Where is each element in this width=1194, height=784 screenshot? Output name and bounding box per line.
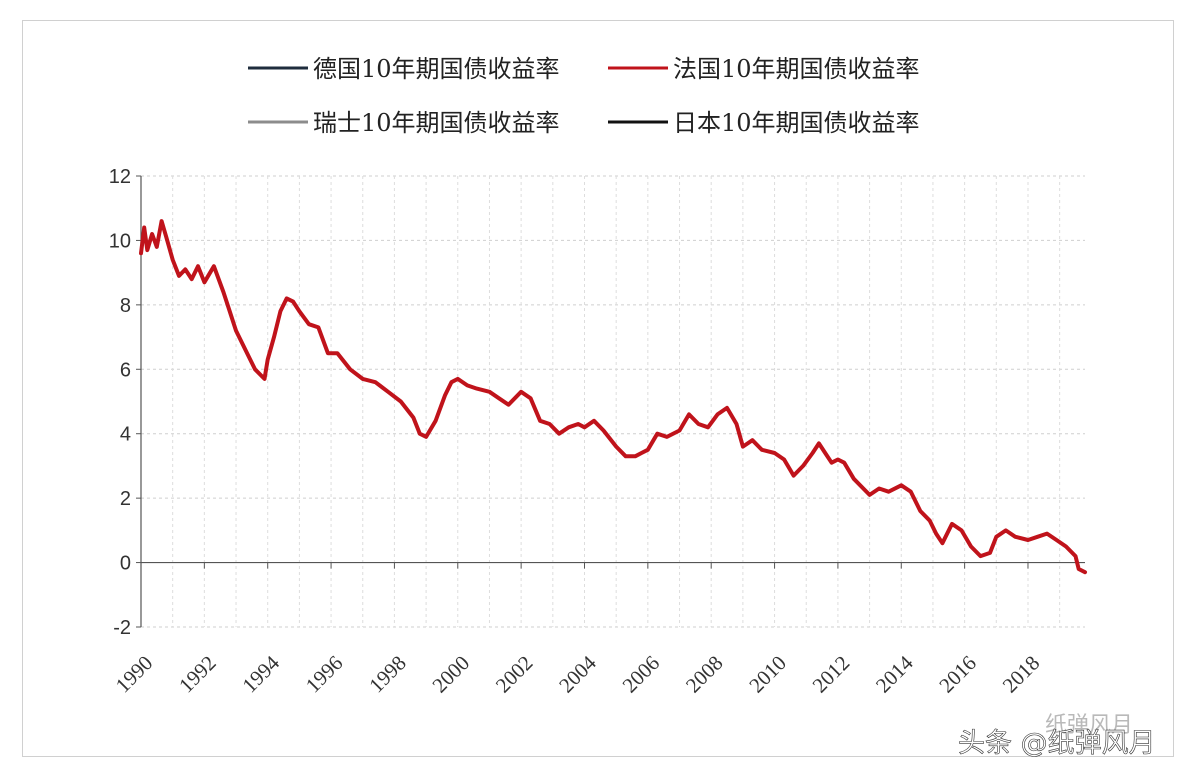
watermark-text: 头条 @纸弹风月 (958, 728, 1156, 759)
x-tick-label: 2016 (934, 651, 981, 698)
y-axis-ticks: 12 10 8 6 4 2 0 -2 (109, 166, 141, 639)
legend-label-japan: 日本10年期国债收益率 (673, 109, 920, 137)
x-tick-label: 2002 (491, 651, 538, 698)
x-tick-label: 2004 (554, 650, 601, 697)
x-tick-label: 2008 (681, 651, 728, 698)
x-tick-label: 2018 (998, 651, 1045, 698)
x-tick-label: 2006 (618, 651, 665, 698)
x-tick-label: 1996 (301, 651, 348, 698)
legend-label-germany: 德国10年期国债收益率 (313, 55, 560, 83)
x-tick-label: 2012 (808, 651, 855, 698)
y-tick-label: 0 (120, 553, 131, 575)
x-tick-label: 2014 (871, 650, 918, 697)
legend-label-france: 法国10年期国债收益率 (673, 55, 920, 83)
x-tick-label: 2000 (427, 651, 474, 698)
y-tick-label: 2 (120, 488, 131, 510)
series-line-france (139, 219, 1087, 575)
watermark-faint-text: 纸弹风月 (1045, 713, 1133, 738)
x-tick-label: 1994 (237, 650, 284, 697)
axes (140, 176, 1085, 627)
series-layer (139, 219, 1087, 575)
x-tick-label: 1990 (111, 651, 158, 698)
chart-frame (22, 20, 1174, 757)
y-tick-label: 10 (109, 230, 131, 252)
x-tick-label: 2010 (744, 651, 791, 698)
y-tick-label: 12 (109, 166, 131, 188)
y-tick-label: -2 (113, 617, 131, 639)
x-tick-label: 1998 (364, 651, 411, 698)
legend-label-switzerland: 瑞士10年期国债收益率 (313, 109, 560, 137)
gridlines (141, 175, 1085, 628)
watermark: 纸弹风月 头条 @纸弹风月 (958, 713, 1156, 759)
x-axis-ticks: 1990 1992 1994 1996 1998 2000 2002 2004 2006 2008… (111, 562, 1045, 698)
legend: 德国10年期国债收益率 法国10年期国债收益率 瑞士10年期国债收益率 日本10… (248, 55, 920, 137)
y-tick-label: 4 (120, 424, 131, 446)
y-tick-label: 6 (120, 359, 131, 381)
x-tick-label: 1992 (174, 651, 221, 698)
y-tick-label: 8 (120, 295, 131, 317)
